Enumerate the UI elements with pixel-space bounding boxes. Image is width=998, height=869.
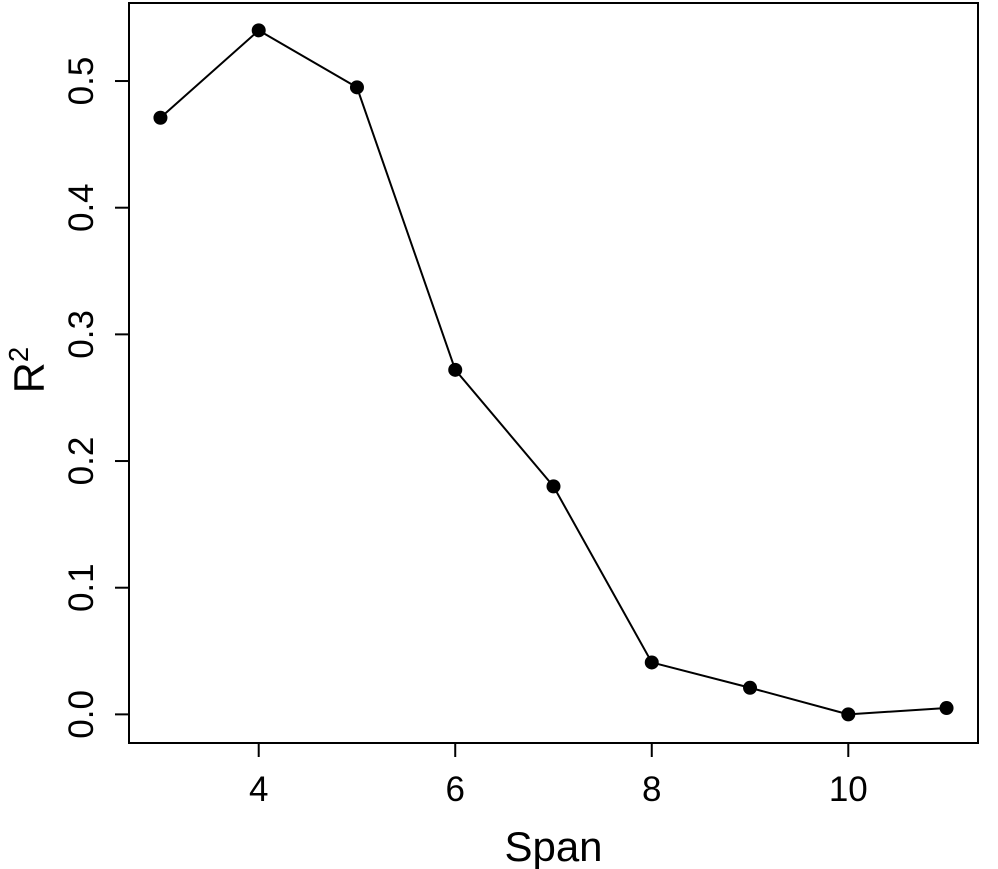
y-axis-tick-label: 0.3 — [62, 310, 101, 359]
x-axis-tick-label: 10 — [829, 770, 868, 809]
data-point — [448, 362, 463, 377]
data-point — [841, 707, 856, 722]
data-point — [939, 701, 954, 716]
y-axis-title: R2 — [3, 347, 54, 394]
y-axis-title-superscript: 2 — [3, 346, 35, 363]
data-line — [159, 29, 948, 716]
data-point — [546, 479, 561, 494]
y-axis-tick-label: 0.5 — [62, 57, 101, 106]
data-point — [349, 80, 364, 95]
y-axis-tick-label: 0.0 — [62, 690, 101, 739]
data-point — [251, 23, 266, 38]
x-axis-tick-label: 8 — [642, 770, 661, 809]
y-axis-title-base: R — [5, 362, 54, 394]
data-point — [644, 655, 659, 670]
data-point — [743, 680, 758, 695]
x-axis-tick-label: 4 — [249, 770, 268, 809]
y-axis-tick-label: 0.1 — [62, 563, 101, 612]
data-point — [153, 110, 168, 125]
plot-border — [128, 2, 979, 744]
y-axis-tick-label: 0.2 — [62, 437, 101, 486]
x-axis-title: Span — [504, 823, 603, 869]
x-axis-tick-label: 6 — [446, 770, 465, 809]
y-axis-tick-label: 0.4 — [62, 183, 101, 232]
